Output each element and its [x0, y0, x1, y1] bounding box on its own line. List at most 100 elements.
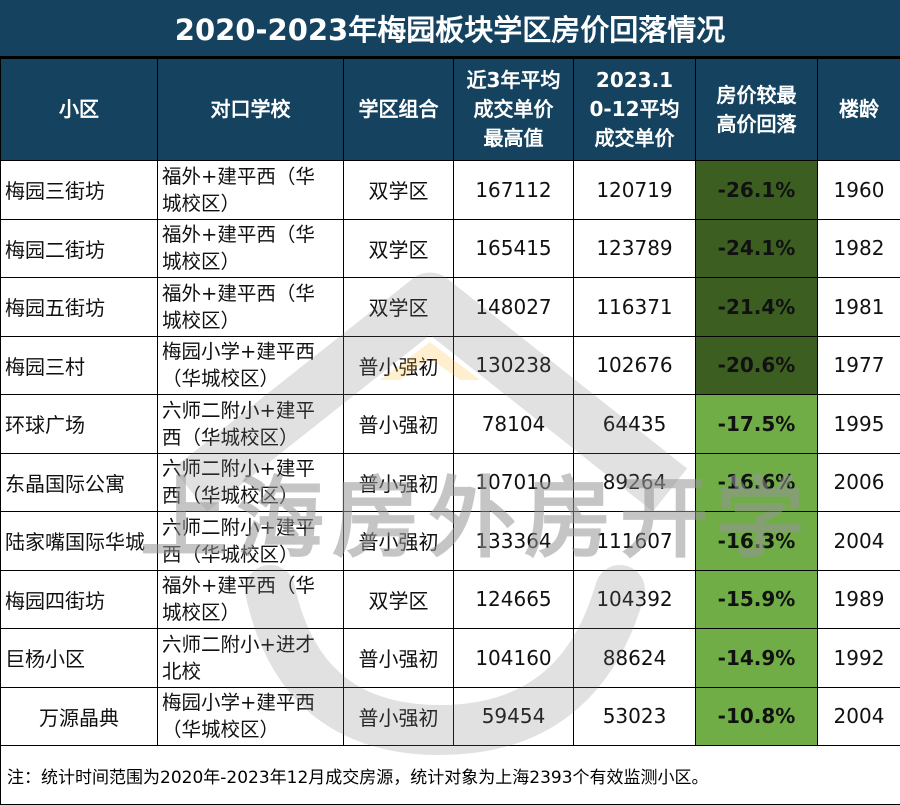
cell-drop: -10.8%: [695, 686, 818, 746]
cell-name: 梅园三村: [0, 335, 158, 395]
cell-max-price: 165415: [453, 218, 574, 278]
table-row: 梅园三街坊 福外+建平西（华 城校区） 双学区 167112 120719 -26…: [0, 160, 900, 220]
table-header: 小区 对口学校 学区组合 近3年平均 成交单价 最高值 2023.1 0-12平均 成交…: [0, 58, 900, 161]
cell-age: 1981: [817, 277, 900, 337]
cell-school-line1: 梅园小学+建平西: [162, 691, 315, 715]
cell-school-line2: 西（华城校区）: [162, 484, 299, 508]
cell-price-2023: 64435: [573, 394, 696, 454]
cell-age: 1995: [817, 394, 900, 454]
cell-combo: 普小强初: [343, 511, 454, 571]
cell-drop: -16.6%: [695, 452, 818, 512]
cell-school-line1: 六师二附小+建平: [162, 398, 315, 422]
cell-age: 1982: [817, 218, 900, 278]
cell-max-price: 124665: [453, 569, 574, 629]
cell-combo: 双学区: [343, 277, 454, 337]
table-row: 万源晶典 梅园小学+建平西 （华城校区） 普小强初 59454 53023 -10…: [0, 686, 900, 746]
cell-school-line2: 西（华城校区）: [162, 425, 299, 449]
cell-drop: -21.4%: [695, 277, 818, 337]
cell-age: 2004: [817, 511, 900, 571]
table-row: 梅园四街坊 福外+建平西（华 城校区） 双学区 124665 104392 -15…: [0, 569, 900, 629]
cell-school: 福外+建平西（华 城校区）: [157, 569, 344, 629]
header-row: 小区 对口学校 学区组合 近3年平均 成交单价 最高值 2023.1 0-12平均 成交…: [0, 58, 900, 161]
cell-school: 六师二附小+建平 西（华城校区）: [157, 394, 344, 454]
cell-max-price: 167112: [453, 160, 574, 220]
cell-school-line2: 城校区）: [162, 191, 241, 215]
cell-school-line2: 西（华城校区）: [162, 542, 299, 566]
cell-name: 梅园二街坊: [0, 218, 158, 278]
cell-name: 梅园三街坊: [0, 160, 158, 220]
cell-combo: 双学区: [343, 218, 454, 278]
cell-school: 六师二附小+建平 西（华城校区）: [157, 511, 344, 571]
cell-school: 梅园小学+建平西 （华城校区）: [157, 335, 344, 395]
cell-combo: 双学区: [343, 160, 454, 220]
cell-price-2023: 102676: [573, 335, 696, 395]
cell-combo: 普小强初: [343, 628, 454, 688]
cell-max-price: 104160: [453, 628, 574, 688]
header-max-price: 近3年平均成交单价最高值: [453, 58, 574, 161]
cell-school: 梅园小学+建平西 （华城校区）: [157, 686, 344, 746]
cell-school-line1: 六师二附小+进才: [162, 632, 315, 656]
table-row: 环球广场 六师二附小+建平 西（华城校区） 普小强初 78104 64435 -1…: [0, 394, 900, 454]
cell-max-price: 59454: [453, 686, 574, 746]
cell-price-2023: 104392: [573, 569, 696, 629]
cell-drop: -14.9%: [695, 628, 818, 688]
cell-price-2023: 53023: [573, 686, 696, 746]
cell-max-price: 130238: [453, 335, 574, 395]
cell-name: 梅园五街坊: [0, 277, 158, 337]
cell-school: 六师二附小+进才 北校: [157, 628, 344, 688]
note-row: 注：统计时间范围为2020年-2023年12月成交房源，统计对象为上海2393个…: [0, 745, 900, 805]
cell-price-2023: 89264: [573, 452, 696, 512]
cell-drop: -17.5%: [695, 394, 818, 454]
header-max-price-line2: 成交单价: [473, 97, 554, 121]
cell-school-line2: 城校区）: [162, 601, 241, 625]
cell-school-line1: 福外+建平西（华: [162, 164, 315, 188]
cell-school-line1: 福外+建平西（华: [162, 223, 315, 247]
header-age: 楼龄: [817, 58, 900, 161]
cell-age: 2006: [817, 452, 900, 512]
cell-school-line2: 北校: [162, 659, 202, 683]
header-max-price-line1: 近3年平均: [466, 68, 561, 92]
cell-price-2023: 123789: [573, 218, 696, 278]
table-row: 陆家嘴国际华城 六师二附小+建平 西（华城校区） 普小强初 133364 1116…: [0, 511, 900, 571]
cell-age: 1960: [817, 160, 900, 220]
table-footer: 注：统计时间范围为2020年-2023年12月成交房源，统计对象为上海2393个…: [0, 745, 900, 805]
cell-name: 巨杨小区: [0, 628, 158, 688]
cell-drop: -24.1%: [695, 218, 818, 278]
header-drop-line1: 房价较最: [716, 82, 797, 107]
table-row: 梅园五街坊 福外+建平西（华 城校区） 双学区 148027 116371 -21…: [0, 277, 900, 337]
cell-name: 东晶国际公寓: [0, 452, 158, 512]
cell-drop: -20.6%: [695, 335, 818, 395]
cell-school: 福外+建平西（华 城校区）: [157, 160, 344, 220]
header-price-2023-line1: 2023.1: [595, 68, 674, 92]
cell-max-price: 148027: [453, 277, 574, 337]
header-drop-line2: 高价回落: [716, 111, 797, 136]
header-combo: 学区组合: [343, 58, 454, 161]
cell-name: 万源晶典: [0, 686, 158, 746]
cell-school-line1: 福外+建平西（华: [162, 281, 315, 305]
cell-combo: 普小强初: [343, 335, 454, 395]
table-title: 2020-2023年梅园板块学区房价回落情况: [0, 0, 900, 58]
cell-name: 陆家嘴国际华城: [0, 511, 158, 571]
header-price-2023-line3: 成交单价: [594, 126, 675, 150]
cell-drop: -16.3%: [695, 511, 818, 571]
cell-school-line2: 城校区）: [162, 308, 241, 332]
table-row: 东晶国际公寓 六师二附小+建平 西（华城校区） 普小强初 107010 89264…: [0, 452, 900, 512]
header-max-price-line3: 最高值: [483, 126, 544, 150]
cell-school: 六师二附小+建平 西（华城校区）: [157, 452, 344, 512]
table-row: 梅园二街坊 福外+建平西（华 城校区） 双学区 165415 123789 -24…: [0, 218, 900, 278]
cell-drop: -26.1%: [695, 160, 818, 220]
cell-name: 环球广场: [0, 394, 158, 454]
footnote: 注：统计时间范围为2020年-2023年12月成交房源，统计对象为上海2393个…: [0, 745, 900, 805]
cell-max-price: 133364: [453, 511, 574, 571]
header-school: 对口学校: [157, 58, 344, 161]
header-drop: 房价较最 高价回落: [695, 58, 818, 161]
cell-combo: 普小强初: [343, 686, 454, 746]
cell-max-price: 78104: [453, 394, 574, 454]
cell-price-2023: 88624: [573, 628, 696, 688]
header-price-2023: 2023.1 0-12平均 成交单价: [573, 58, 696, 161]
cell-school-line1: 福外+建平西（华: [162, 574, 315, 598]
cell-combo: 普小强初: [343, 394, 454, 454]
cell-school-line1: 六师二附小+建平: [162, 515, 315, 539]
cell-school-line2: （华城校区）: [162, 718, 280, 742]
cell-max-price: 107010: [453, 452, 574, 512]
